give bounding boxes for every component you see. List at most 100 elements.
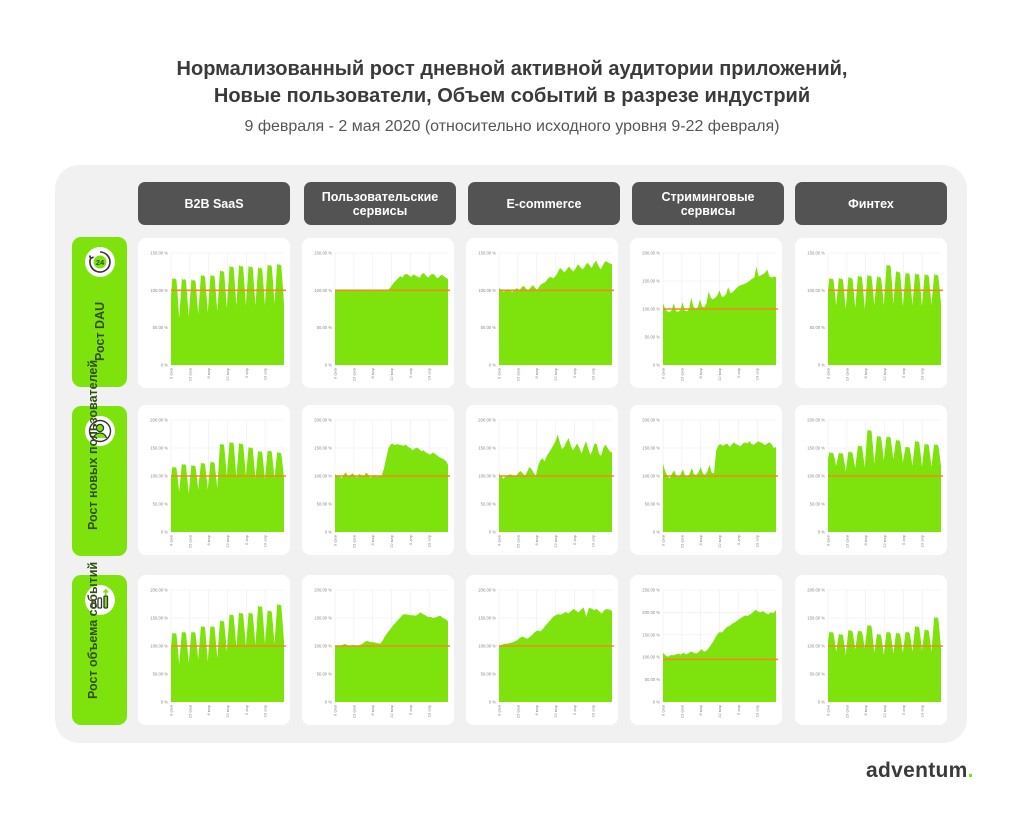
svg-text:0 %: 0 %: [325, 700, 332, 705]
svg-text:23 фев: 23 фев: [187, 368, 192, 381]
svg-text:150.00 %: 150.00 %: [807, 251, 825, 256]
svg-text:9 фев: 9 фев: [661, 705, 666, 716]
svg-text:50.00 %: 50.00 %: [645, 335, 661, 340]
svg-text:9 фев: 9 фев: [661, 368, 666, 379]
chart-card: 0 % 50.00 % 100.00 % 150.00 % 200.00 % 9 фев 2…: [302, 575, 454, 725]
row-header-dau: 24 Рост DAU: [72, 237, 127, 387]
svg-text:19 апр: 19 апр: [591, 534, 596, 547]
svg-text:19 апр: 19 апр: [591, 367, 596, 380]
chart-card: 0 % 50.00 % 100.00 % 150.00 % 9 фев 23 фев 8 м…: [138, 238, 290, 388]
svg-text:50.00 %: 50.00 %: [317, 325, 333, 330]
svg-text:200.00 %: 200.00 %: [478, 418, 496, 423]
svg-text:100.00 %: 100.00 %: [807, 474, 825, 479]
svg-text:100.00 %: 100.00 %: [478, 474, 496, 479]
data-area: [499, 260, 612, 365]
svg-text:100.00 %: 100.00 %: [314, 474, 332, 479]
adventum-logo: adventum.: [866, 759, 974, 782]
svg-text:8 мар: 8 мар: [206, 704, 211, 715]
svg-text:50.00 %: 50.00 %: [645, 502, 661, 507]
svg-text:8 мар: 8 мар: [863, 534, 868, 545]
svg-text:22 мар: 22 мар: [553, 704, 558, 718]
svg-text:200.00 %: 200.00 %: [642, 418, 660, 423]
svg-text:200.00 %: 200.00 %: [807, 418, 825, 423]
svg-text:200.00 %: 200.00 %: [150, 588, 168, 593]
svg-text:150.00 %: 150.00 %: [642, 279, 660, 284]
area-chart: 0 % 50.00 % 100.00 % 150.00 % 200.00 % 9 фев 2…: [314, 418, 450, 548]
svg-text:5 апр: 5 апр: [244, 367, 249, 378]
data-area: [335, 273, 448, 365]
svg-text:50.00 %: 50.00 %: [153, 672, 169, 677]
clock-24-icon: 24: [85, 247, 115, 277]
chart-card: 0 % 50.00 % 100.00 % 150.00 % 200.00 % 9 фев 2…: [302, 405, 454, 555]
svg-text:22 мар: 22 мар: [225, 704, 230, 718]
svg-text:8 мар: 8 мар: [534, 367, 539, 378]
svg-text:8 мар: 8 мар: [370, 534, 375, 545]
svg-text:9 фев: 9 фев: [169, 368, 174, 379]
svg-text:5 апр: 5 апр: [736, 367, 741, 378]
svg-text:9 фев: 9 фев: [826, 368, 831, 379]
svg-text:19 апр: 19 апр: [755, 534, 760, 547]
svg-text:0 %: 0 %: [818, 530, 825, 535]
area-chart: 0 % 50.00 % 100.00 % 150.00 % 200.00 % 9 фев 2…: [150, 418, 286, 548]
area-chart: 0 % 50.00 % 100.00 % 150.00 % 200.00 % 9 фев 2…: [807, 418, 943, 548]
area-chart: 0 % 50.00 % 100.00 % 150.00 % 9 фев 23 фев 8 м…: [314, 251, 450, 381]
svg-text:50.00 %: 50.00 %: [317, 502, 333, 507]
chart-subtitle: 9 февраля - 2 мая 2020 (относительно исх…: [244, 118, 780, 135]
data-area: [335, 612, 448, 702]
svg-text:22 мар: 22 мар: [717, 367, 722, 381]
svg-text:5 апр: 5 апр: [408, 704, 413, 715]
svg-text:22 мар: 22 мар: [882, 704, 887, 718]
svg-text:0 %: 0 %: [489, 363, 496, 368]
svg-text:22 мар: 22 мар: [717, 534, 722, 548]
data-area: [335, 443, 448, 532]
chart-card: 0 % 50.00 % 100.00 % 150.00 % 200.00 % 9 фев 2…: [138, 575, 290, 725]
svg-text:9 фев: 9 фев: [169, 535, 174, 546]
svg-text:8 мар: 8 мар: [370, 367, 375, 378]
svg-text:5 апр: 5 апр: [572, 534, 577, 545]
svg-text:9 фев: 9 фев: [497, 535, 502, 546]
svg-text:19 апр: 19 апр: [263, 704, 268, 717]
svg-text:8 мар: 8 мар: [863, 704, 868, 715]
svg-text:150.00 %: 150.00 %: [150, 251, 168, 256]
svg-text:22 мар: 22 мар: [553, 534, 558, 548]
svg-text:0 %: 0 %: [818, 700, 825, 705]
svg-text:0 %: 0 %: [818, 363, 825, 368]
svg-text:0 %: 0 %: [489, 700, 496, 705]
svg-text:19 апр: 19 апр: [263, 534, 268, 547]
svg-text:5 апр: 5 апр: [572, 704, 577, 715]
title-line-2: Новые пользователи, Объем событий в разр…: [213, 85, 811, 107]
area-chart: 0 % 50.00 % 100.00 % 150.00 % 9 фев 23 фев 8 м…: [478, 251, 614, 381]
svg-text:200.00 %: 200.00 %: [150, 418, 168, 423]
svg-text:150.00 %: 150.00 %: [478, 251, 496, 256]
svg-text:150.00 %: 150.00 %: [642, 446, 660, 451]
svg-text:8 мар: 8 мар: [534, 704, 539, 715]
svg-text:23 фев: 23 фев: [351, 368, 356, 381]
bar-growth-icon: [85, 585, 115, 615]
svg-text:100.00 %: 100.00 %: [150, 644, 168, 649]
svg-text:50.00 %: 50.00 %: [153, 502, 169, 507]
svg-text:19 апр: 19 апр: [755, 367, 760, 380]
svg-text:50.00 %: 50.00 %: [810, 325, 826, 330]
svg-text:0 %: 0 %: [653, 530, 660, 535]
svg-text:23 фев: 23 фев: [679, 705, 684, 718]
svg-text:5 апр: 5 апр: [901, 704, 906, 715]
svg-text:22 мар: 22 мар: [225, 367, 230, 381]
svg-text:150.00 %: 150.00 %: [314, 251, 332, 256]
svg-text:100.00 %: 100.00 %: [150, 474, 168, 479]
data-area: [499, 607, 612, 702]
data-area: [663, 609, 776, 702]
svg-text:100.00 %: 100.00 %: [478, 644, 496, 649]
svg-text:22 мар: 22 мар: [389, 704, 394, 718]
column-header-consumer-services: Пользовательские сервисы: [304, 182, 456, 225]
svg-text:50.00 %: 50.00 %: [645, 677, 661, 682]
chart-card: 0 % 50.00 % 100.00 % 150.00 % 200.00 % 9 фев 2…: [466, 405, 618, 555]
svg-text:100.00 %: 100.00 %: [807, 288, 825, 293]
chart-title: Нормализованный рост дневной активной ау…: [0, 56, 1024, 110]
svg-text:0 %: 0 %: [653, 363, 660, 368]
svg-text:9 фев: 9 фев: [497, 705, 502, 716]
svg-text:5 апр: 5 апр: [244, 704, 249, 715]
svg-text:23 фев: 23 фев: [515, 705, 520, 718]
svg-text:9 фев: 9 фев: [826, 535, 831, 546]
area-chart: 0 % 50.00 % 100.00 % 150.00 % 200.00 % 9 фев 2…: [150, 588, 286, 718]
svg-text:8 мар: 8 мар: [698, 534, 703, 545]
